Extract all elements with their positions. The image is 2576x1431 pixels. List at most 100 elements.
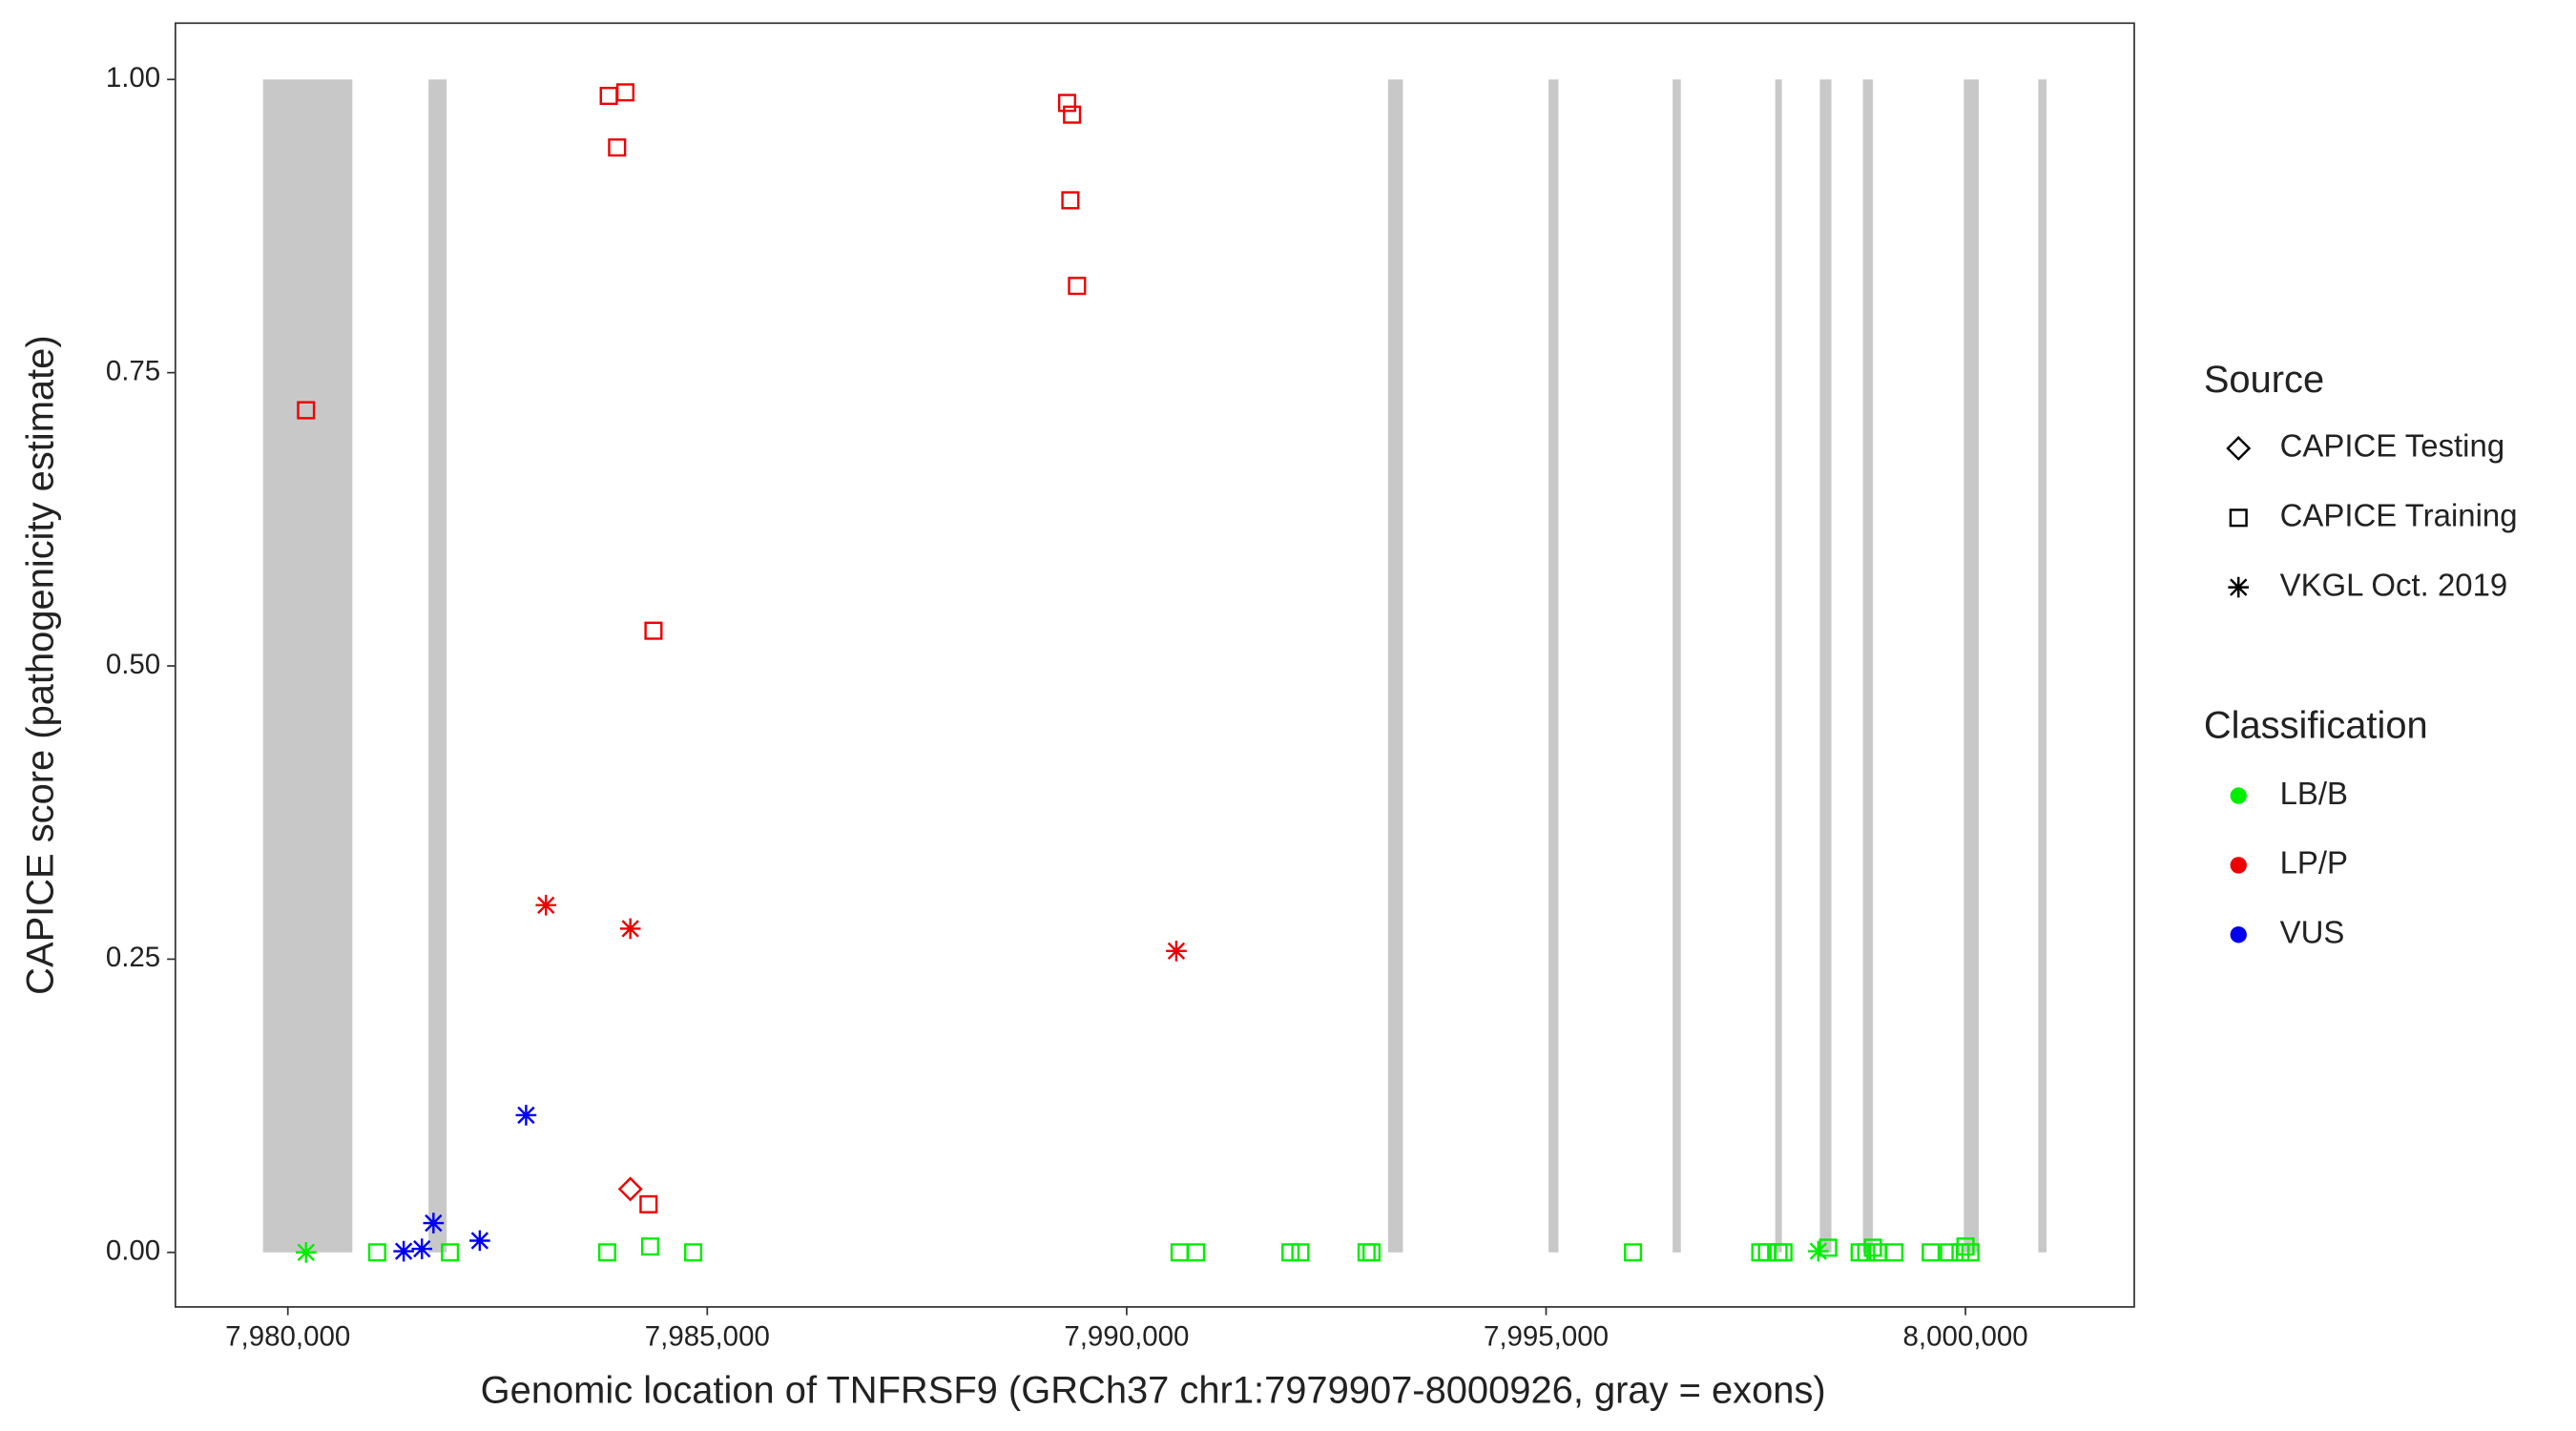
point [411, 1238, 433, 1259]
point [1063, 105, 1082, 124]
point [295, 1241, 317, 1263]
point [1885, 1243, 1904, 1262]
legend-title: Classification [2204, 705, 2428, 747]
marker [393, 1240, 414, 1262]
marker [295, 1241, 317, 1263]
point [469, 1230, 490, 1252]
marker [617, 1176, 643, 1202]
marker [1166, 940, 1187, 962]
point [535, 895, 557, 916]
point [597, 1243, 616, 1262]
point [640, 1237, 660, 1256]
point [1057, 93, 1077, 113]
point [639, 1194, 658, 1213]
marker [1807, 1240, 1829, 1262]
marker [2226, 435, 2252, 461]
exon [1672, 79, 1681, 1253]
marker [1362, 1243, 1381, 1262]
point [1863, 1238, 1882, 1257]
point [1807, 1240, 1829, 1262]
marker [1863, 1238, 1882, 1257]
exon [262, 79, 353, 1253]
marker [1774, 1243, 1793, 1262]
marker [1063, 105, 1082, 124]
legend-title: Source [2204, 359, 2324, 401]
point [1961, 1243, 1980, 1262]
exon [1387, 79, 1403, 1253]
marker [644, 621, 663, 640]
y-axis-title: CAPICE score (pathogenicity estimate) [20, 335, 62, 994]
y-tick-label: 0.50 [106, 649, 160, 680]
point [1068, 277, 1087, 296]
x-tick-label: 7,995,000 [1484, 1321, 1609, 1353]
marker [1961, 1243, 1980, 1262]
legend-label: VUS [2280, 914, 2345, 949]
marker [1885, 1243, 1904, 1262]
marker [2228, 576, 2250, 598]
marker [469, 1230, 490, 1252]
marker [1922, 1243, 1941, 1262]
marker [684, 1243, 703, 1262]
marker [1624, 1243, 1643, 1262]
marker [639, 1194, 658, 1213]
x-tick-label: 7,985,000 [645, 1321, 770, 1353]
marker [1068, 277, 1087, 296]
y-tick-label: 1.00 [106, 62, 160, 93]
marker [640, 1237, 660, 1256]
point [1818, 1238, 1838, 1257]
point [441, 1243, 460, 1262]
marker [1818, 1238, 1838, 1257]
point [615, 83, 635, 102]
legend-label: CAPICE Testing [2280, 428, 2505, 464]
point [1187, 1243, 1206, 1262]
plot-frame [174, 22, 2135, 1308]
marker [1187, 1243, 1206, 1262]
marker [1291, 1243, 1310, 1262]
point [1166, 940, 1187, 962]
marker [1956, 1237, 1975, 1256]
point [1857, 1243, 1876, 1262]
marker [441, 1243, 460, 1262]
marker [1061, 191, 1080, 210]
point [608, 138, 627, 157]
legend-label: CAPICE Training [2280, 497, 2518, 532]
marker [1951, 1243, 1970, 1262]
legend-label: LB/B [2280, 776, 2348, 811]
exon [1819, 79, 1832, 1253]
point [619, 918, 641, 940]
x-tick-label: 7,980,000 [225, 1321, 350, 1353]
marker [367, 1243, 386, 1262]
marker [411, 1238, 433, 1259]
marker [1857, 1243, 1876, 1262]
marker [423, 1213, 445, 1234]
legend-label: LP/P [2280, 845, 2348, 881]
point [1291, 1243, 1310, 1262]
point [644, 621, 663, 640]
marker [2229, 508, 2248, 528]
exon [2038, 79, 2047, 1253]
x-tick-label: 7,990,000 [1064, 1321, 1189, 1353]
marker [1281, 1243, 1300, 1262]
point [2228, 576, 2250, 598]
point [617, 1176, 643, 1202]
point [297, 401, 316, 420]
marker [615, 83, 635, 102]
exon [1862, 79, 1873, 1253]
point [1774, 1243, 1793, 1262]
x-tick-label: 8,000,000 [1903, 1321, 2028, 1353]
legend-key [2230, 787, 2247, 804]
point [1922, 1243, 1941, 1262]
point [1061, 191, 1080, 210]
exon [1963, 79, 1979, 1253]
point [684, 1243, 703, 1262]
marker [619, 918, 641, 940]
marker [515, 1105, 537, 1126]
y-tick-label: 0.00 [106, 1235, 160, 1267]
y-tick-label: 0.75 [106, 355, 160, 386]
point [1956, 1237, 1975, 1256]
point [2226, 435, 2252, 461]
marker [297, 401, 316, 420]
point [2229, 508, 2248, 528]
